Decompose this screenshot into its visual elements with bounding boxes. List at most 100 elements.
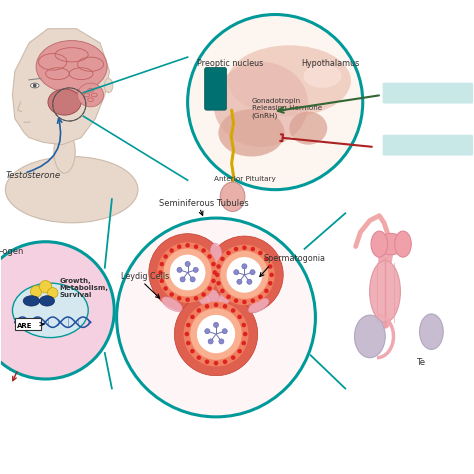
Circle shape xyxy=(214,245,275,305)
Ellipse shape xyxy=(219,109,285,156)
Ellipse shape xyxy=(195,287,211,308)
Circle shape xyxy=(188,15,363,190)
Circle shape xyxy=(169,248,174,253)
Ellipse shape xyxy=(217,287,234,308)
Circle shape xyxy=(237,315,242,319)
Circle shape xyxy=(185,261,190,266)
Circle shape xyxy=(157,242,218,303)
Circle shape xyxy=(117,218,315,417)
Ellipse shape xyxy=(395,231,411,257)
Circle shape xyxy=(197,356,201,360)
Circle shape xyxy=(164,254,168,259)
Circle shape xyxy=(214,361,219,365)
Ellipse shape xyxy=(228,46,351,116)
Circle shape xyxy=(227,257,262,293)
Ellipse shape xyxy=(48,89,81,115)
Circle shape xyxy=(164,248,212,297)
Circle shape xyxy=(223,304,228,309)
Ellipse shape xyxy=(419,314,443,349)
Ellipse shape xyxy=(220,182,245,211)
Text: Seminiferous Tubules: Seminiferous Tubules xyxy=(159,199,249,208)
Ellipse shape xyxy=(5,156,138,223)
Circle shape xyxy=(190,308,242,360)
Ellipse shape xyxy=(36,41,107,92)
Circle shape xyxy=(0,242,114,379)
Circle shape xyxy=(185,297,190,302)
Text: Te: Te xyxy=(417,358,426,367)
Text: Anterior Pituitary: Anterior Pituitary xyxy=(214,176,275,182)
Circle shape xyxy=(226,251,231,255)
Circle shape xyxy=(223,359,228,364)
Text: Growth,
Metabolism,
Survival: Growth, Metabolism, Survival xyxy=(60,278,109,298)
Circle shape xyxy=(186,323,191,328)
Circle shape xyxy=(201,292,206,297)
Ellipse shape xyxy=(33,83,36,87)
Circle shape xyxy=(206,236,283,314)
Text: Testosterone: Testosterone xyxy=(5,171,61,180)
Ellipse shape xyxy=(104,78,113,92)
Circle shape xyxy=(185,243,190,247)
Ellipse shape xyxy=(378,234,404,255)
Circle shape xyxy=(237,279,242,284)
Circle shape xyxy=(211,279,216,283)
FancyArrowPatch shape xyxy=(27,118,62,173)
Circle shape xyxy=(149,234,227,311)
Circle shape xyxy=(242,264,247,269)
Ellipse shape xyxy=(39,296,55,306)
Circle shape xyxy=(268,281,273,285)
FancyBboxPatch shape xyxy=(383,135,473,155)
Circle shape xyxy=(222,328,228,334)
Circle shape xyxy=(251,299,255,303)
Circle shape xyxy=(169,292,174,297)
Ellipse shape xyxy=(208,290,221,317)
Circle shape xyxy=(190,315,195,319)
Circle shape xyxy=(258,294,263,299)
Text: –ogen: –ogen xyxy=(0,246,24,255)
Circle shape xyxy=(237,349,242,354)
FancyBboxPatch shape xyxy=(205,67,227,110)
Ellipse shape xyxy=(370,261,401,322)
Text: Gonadotropin
Releasing Hormone
(GnRH): Gonadotropin Releasing Hormone (GnRH) xyxy=(252,98,322,119)
Text: Leydig Cells: Leydig Cells xyxy=(121,272,170,281)
Circle shape xyxy=(186,341,191,346)
Circle shape xyxy=(269,273,274,277)
Circle shape xyxy=(207,286,212,291)
Ellipse shape xyxy=(290,111,327,145)
Circle shape xyxy=(220,256,225,261)
Circle shape xyxy=(243,332,247,337)
Circle shape xyxy=(241,341,246,346)
Circle shape xyxy=(234,270,239,275)
Circle shape xyxy=(219,339,224,344)
Ellipse shape xyxy=(162,297,182,311)
Circle shape xyxy=(241,323,246,328)
Circle shape xyxy=(231,356,236,360)
Circle shape xyxy=(160,279,164,283)
Circle shape xyxy=(242,246,246,250)
Circle shape xyxy=(213,322,219,328)
Circle shape xyxy=(174,292,258,376)
Circle shape xyxy=(193,267,198,273)
Circle shape xyxy=(234,247,238,251)
Circle shape xyxy=(211,262,216,266)
Circle shape xyxy=(47,288,58,298)
Circle shape xyxy=(30,286,42,297)
Circle shape xyxy=(183,301,248,366)
Ellipse shape xyxy=(23,296,40,306)
Ellipse shape xyxy=(248,299,269,313)
Circle shape xyxy=(205,359,210,364)
Circle shape xyxy=(251,247,255,251)
Ellipse shape xyxy=(371,231,388,257)
Circle shape xyxy=(247,279,252,284)
Circle shape xyxy=(201,248,206,253)
Circle shape xyxy=(268,264,273,269)
Circle shape xyxy=(190,349,195,354)
Circle shape xyxy=(220,289,225,293)
Circle shape xyxy=(197,308,201,313)
Circle shape xyxy=(212,270,217,275)
Circle shape xyxy=(160,262,164,266)
Ellipse shape xyxy=(355,315,385,358)
Circle shape xyxy=(39,281,52,293)
Circle shape xyxy=(194,245,198,249)
Circle shape xyxy=(158,270,163,275)
FancyArrowPatch shape xyxy=(13,372,17,381)
